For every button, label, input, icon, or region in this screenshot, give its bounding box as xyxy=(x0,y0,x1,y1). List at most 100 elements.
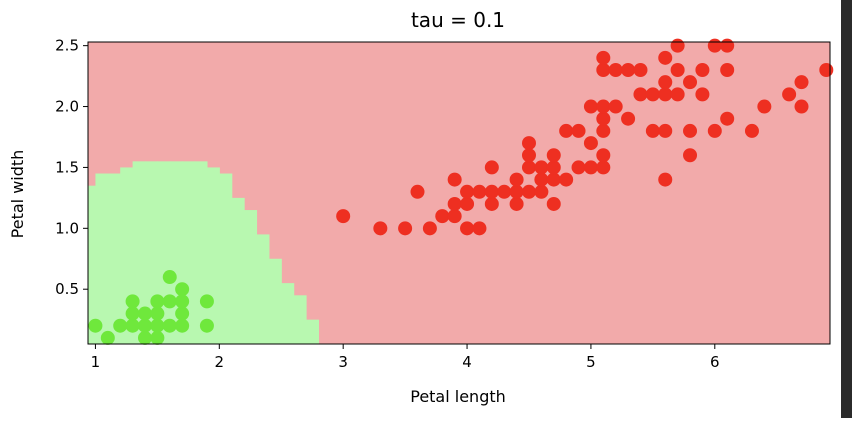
scatter-point-other xyxy=(460,184,475,199)
scatter-point-setosa xyxy=(199,318,214,333)
scatter-point-setosa xyxy=(150,294,165,309)
scatter-point-other xyxy=(633,63,648,78)
scatter-point-other xyxy=(596,63,611,78)
x-tick-label: 4 xyxy=(462,353,472,371)
scatter-point-other xyxy=(509,184,524,199)
scatter-point-other xyxy=(571,160,586,175)
scatter-point-other xyxy=(472,221,487,236)
scatter-point-other xyxy=(658,50,673,65)
scatter-point-other xyxy=(720,63,735,78)
scatter-point-other xyxy=(608,63,623,78)
scatter-point-other xyxy=(782,87,797,102)
x-tick-label: 1 xyxy=(91,353,101,371)
scatter-point-other xyxy=(373,221,388,236)
scatter-point-other xyxy=(509,172,524,187)
scatter-point-other xyxy=(435,209,450,224)
scatter-point-other xyxy=(559,172,574,187)
scatter-point-setosa xyxy=(162,270,177,285)
y-axis-label: Petal width xyxy=(8,150,27,239)
x-tick-label: 3 xyxy=(338,353,348,371)
decision-region-setosa-cell xyxy=(88,185,97,344)
scatter-point-other xyxy=(596,148,611,163)
scatter-point-other xyxy=(596,50,611,65)
scatter-point-other xyxy=(571,123,586,138)
scatter-point-setosa xyxy=(100,330,115,345)
scatter-point-other xyxy=(546,172,561,187)
scatter-point-other xyxy=(633,87,648,102)
scatter-point-setosa xyxy=(125,294,140,309)
scatter-point-other xyxy=(546,196,561,211)
scatter-point-other xyxy=(683,148,698,163)
decision-region-setosa-cell xyxy=(244,210,258,344)
scatter-point-other xyxy=(794,99,809,114)
scatter-point-other xyxy=(757,99,772,114)
scatter-point-other xyxy=(670,63,685,78)
scatter-point-other xyxy=(621,63,636,78)
scatter-point-other xyxy=(670,87,685,102)
scatter-point-other xyxy=(645,87,660,102)
decision-region-setosa-cell xyxy=(281,283,295,344)
decision-region-setosa-cell xyxy=(231,197,245,344)
decision-region-setosa-cell xyxy=(293,295,307,344)
scatter-point-other xyxy=(546,148,561,163)
scatter-point-setosa xyxy=(162,294,177,309)
scatter-point-other xyxy=(460,196,475,211)
x-tick-label: 2 xyxy=(215,353,225,371)
scatter-point-setosa xyxy=(175,294,190,309)
scatter-point-other xyxy=(744,123,759,138)
scatter-point-other xyxy=(447,209,462,224)
scatter-point-other xyxy=(720,38,735,53)
decision-region-setosa-cell xyxy=(268,258,282,344)
scatter-point-setosa xyxy=(137,306,152,321)
scatter-point-other xyxy=(534,184,549,199)
scatter-point-other xyxy=(521,160,536,175)
scatter-point-other xyxy=(484,196,499,211)
scatter-point-other xyxy=(521,148,536,163)
scatter-point-other xyxy=(497,184,512,199)
decision-region-setosa-cell xyxy=(95,173,109,344)
scatter-point-setosa xyxy=(150,330,165,345)
decision-region-setosa-cell xyxy=(256,234,270,344)
scatter-point-other xyxy=(583,99,598,114)
scatter-point-other xyxy=(447,172,462,187)
scatter-point-other xyxy=(658,75,673,90)
scatter-point-other xyxy=(658,123,673,138)
x-tick-label: 5 xyxy=(586,353,596,371)
scatter-point-setosa xyxy=(175,282,190,297)
scatter-point-other xyxy=(596,99,611,114)
scatter-point-other xyxy=(683,123,698,138)
scatter-point-other xyxy=(336,209,351,224)
scatter-point-other xyxy=(707,123,722,138)
scatter-point-setosa xyxy=(175,306,190,321)
scatter-point-setosa xyxy=(199,294,214,309)
scatter-point-setosa xyxy=(113,318,128,333)
scatter-point-other xyxy=(521,184,536,199)
scatter-point-setosa xyxy=(125,318,140,333)
scatter-point-setosa xyxy=(175,318,190,333)
decision-region-setosa-cell xyxy=(194,161,208,344)
scatter-point-other xyxy=(534,172,549,187)
scatter-point-setosa xyxy=(162,318,177,333)
x-tick-label: 6 xyxy=(710,353,720,371)
scatter-point-other xyxy=(484,160,499,175)
scatter-point-other xyxy=(398,221,413,236)
scatter-point-other xyxy=(621,111,636,126)
scatter-point-other xyxy=(683,75,698,90)
scatter-point-other xyxy=(521,136,536,151)
scatter-point-other xyxy=(546,160,561,175)
decision-region-setosa-cell xyxy=(306,319,320,344)
scatter-point-other xyxy=(645,123,660,138)
plot-frame xyxy=(87,41,831,345)
scatter-point-other xyxy=(596,111,611,126)
scatter-point-other xyxy=(819,63,834,78)
decision-region-setosa-cell xyxy=(206,167,220,344)
scatter-point-other xyxy=(460,221,475,236)
window-edge-bar xyxy=(841,0,852,418)
scatter-point-other xyxy=(509,196,524,211)
y-tick-label: 2.5 xyxy=(55,37,79,55)
scatter-point-other xyxy=(410,184,425,199)
scatter-point-other xyxy=(707,38,722,53)
scatter-point-other xyxy=(447,196,462,211)
